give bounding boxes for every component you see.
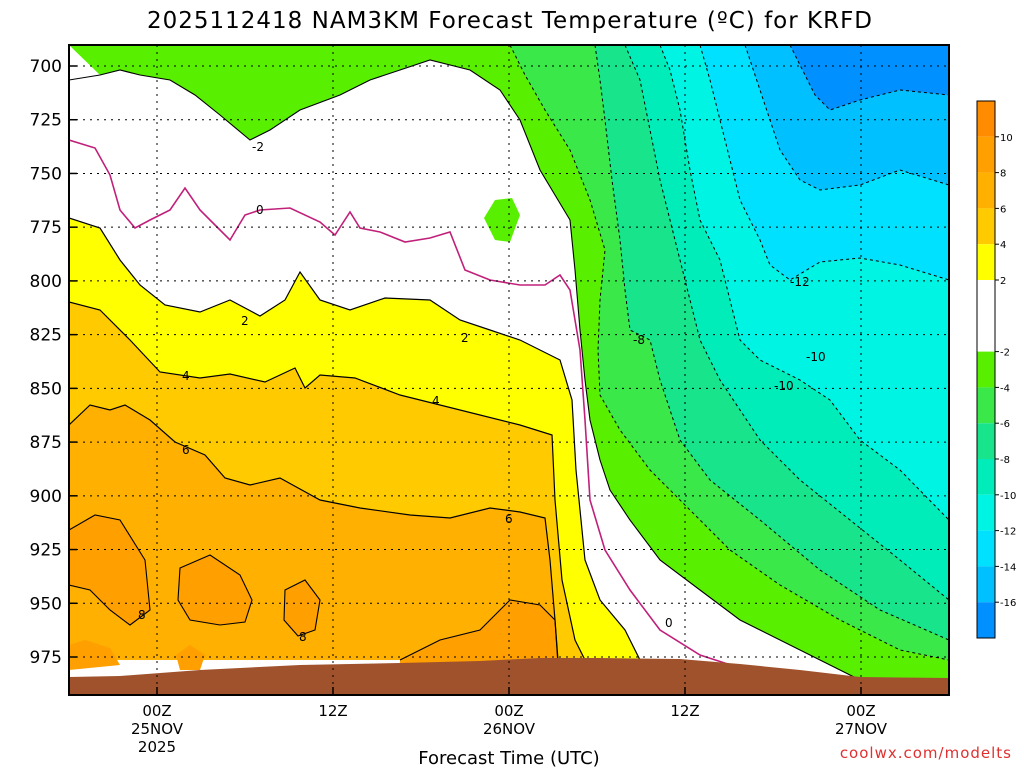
colorbar-band <box>977 101 995 137</box>
y-tick-label: 875 <box>30 433 62 453</box>
contour-4 <box>69 301 586 661</box>
x-tick-label: 12Z <box>670 702 699 720</box>
band-8-10b <box>178 555 252 625</box>
band-8-10e <box>400 600 558 665</box>
x-tick-label: 2025 <box>138 738 176 756</box>
band-m2-m4-blob <box>484 198 520 242</box>
y-tick-label: 800 <box>30 272 62 292</box>
colorbar-label: -4 <box>1000 383 1010 394</box>
y-tick-label: 925 <box>30 541 62 561</box>
y-tick-label: 700 <box>30 57 62 77</box>
contour-label: 2 <box>241 314 249 328</box>
colorbar-label: 4 <box>1000 240 1006 251</box>
y-tick-label: 975 <box>30 648 62 668</box>
colorbar-label: -12 <box>1000 527 1016 538</box>
x-tick-label: 12Z <box>318 702 347 720</box>
colorbar-band <box>977 136 995 173</box>
contour-2 <box>69 217 641 661</box>
x-tick-label: 27NOV <box>835 720 888 738</box>
colorbar-label: -2 <box>1000 348 1010 359</box>
contour-8e <box>399 599 559 666</box>
y-axis: 700 725 750 775 800 825 850 875 900 925 950 975 <box>30 57 77 668</box>
colorbar-band <box>977 602 995 638</box>
contour-label: -12 <box>790 275 810 289</box>
y-tick-label: 850 <box>30 379 62 399</box>
x-tick-label: 00Z <box>846 702 875 720</box>
band-8-10d <box>69 640 120 670</box>
y-tick-label: 950 <box>30 594 62 614</box>
colorbar-frame <box>976 100 996 639</box>
band-8-10c <box>284 580 320 636</box>
contour-8c <box>283 579 321 637</box>
contour-label: 0 <box>665 616 673 630</box>
contour-label: 4 <box>182 369 190 383</box>
y-tick-label: 775 <box>30 218 62 238</box>
y-tick-label: 825 <box>30 326 62 346</box>
credit-link[interactable]: coolwx.com/modelts <box>840 744 1012 762</box>
band-m16-m18 <box>790 45 949 110</box>
colorbar-label: 6 <box>1000 204 1006 215</box>
contour-label: -2 <box>252 140 264 154</box>
colorbar-label: -6 <box>1000 419 1010 430</box>
colorbar-band <box>977 530 995 567</box>
contour-label: 4 <box>432 394 440 408</box>
contour-label: 8 <box>299 630 307 644</box>
colorbar-band <box>977 351 995 388</box>
contour-6 <box>69 404 559 661</box>
contour-m2 <box>69 59 861 681</box>
contour-label: -10 <box>774 379 794 393</box>
contour-label: 0 <box>256 203 264 217</box>
colorbar-label: -16 <box>1000 598 1016 609</box>
freezing-line <box>69 139 741 669</box>
contour-8a <box>69 514 151 626</box>
colorbar-band <box>977 244 995 280</box>
x-tick-label: 00Z <box>142 702 171 720</box>
x-tick-label: 00Z <box>494 702 523 720</box>
x-tick-label: 26NOV <box>483 720 536 738</box>
colorbar-label: -8 <box>1000 455 1010 466</box>
y-tick-label: 900 <box>30 487 62 507</box>
plot-area <box>69 45 949 695</box>
y-tick-label: 750 <box>30 164 62 184</box>
colorbar-label: -14 <box>1000 562 1016 573</box>
contour-label: 8 <box>138 608 146 622</box>
colorbar-label: 10 <box>1000 133 1013 144</box>
colorbar-band <box>977 423 995 459</box>
chart-title: 2025112418 NAM3KM Forecast Temperature (… <box>147 8 873 34</box>
colorbar: 10 8 6 4 2 -2 -4 -6 -8 -10 -12 -14 -16 <box>976 100 1016 639</box>
contour-8b <box>177 554 253 626</box>
colorbar-label: 8 <box>1000 169 1006 180</box>
band-8-10a <box>69 515 150 625</box>
colorbar-band <box>977 172 995 209</box>
y-tick-label: 725 <box>30 111 62 131</box>
colorbar-band <box>977 494 995 531</box>
contour-label: 2 <box>461 331 469 345</box>
x-tick-label: 25NOV <box>131 720 184 738</box>
colorbar-band <box>977 280 995 352</box>
x-axis-label: Forecast Time (UTC) <box>418 748 599 768</box>
colorbar-band <box>977 387 995 424</box>
colorbar-label: -10 <box>1000 491 1016 502</box>
colorbar-band <box>977 566 995 603</box>
contour-label: 6 <box>182 443 190 457</box>
cold-contours <box>509 45 949 661</box>
contour-label: 6 <box>505 512 513 526</box>
colorbar-label: 2 <box>1000 276 1006 287</box>
contour-label: -10 <box>806 350 826 364</box>
colorbar-band <box>977 208 995 245</box>
band-8-10f <box>176 645 205 670</box>
colorbar-band <box>977 459 995 495</box>
contour-label: -8 <box>633 333 645 347</box>
